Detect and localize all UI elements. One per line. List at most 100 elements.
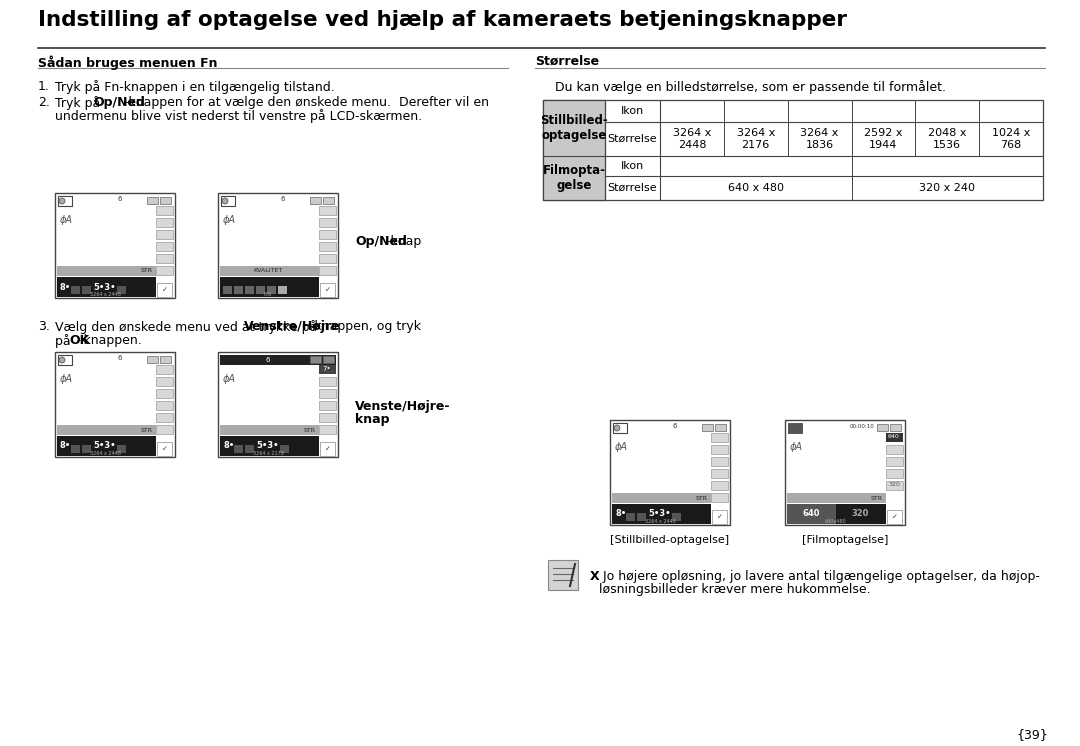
Bar xyxy=(245,286,254,294)
Bar xyxy=(220,277,319,297)
Bar xyxy=(785,420,905,525)
Text: 640 x 480: 640 x 480 xyxy=(728,183,784,193)
Text: 6: 6 xyxy=(118,355,122,361)
Text: Tryk på Fn-knappen i en tilgængelig tilstand.: Tryk på Fn-knappen i en tilgængelig tils… xyxy=(55,80,335,94)
Bar xyxy=(319,230,336,239)
Bar xyxy=(222,286,232,294)
Bar xyxy=(156,401,173,410)
Bar xyxy=(886,433,903,442)
Text: ϕA: ϕA xyxy=(222,215,237,225)
Circle shape xyxy=(615,425,620,431)
Bar xyxy=(319,218,336,227)
Bar xyxy=(787,504,886,524)
Bar xyxy=(543,100,605,200)
Text: 320: 320 xyxy=(888,483,900,487)
Bar xyxy=(57,277,156,297)
Text: STR: STR xyxy=(303,427,316,433)
Bar xyxy=(280,445,289,453)
Text: 1.: 1. xyxy=(38,80,50,93)
Text: Venstre/Højre: Venstre/Højre xyxy=(244,320,340,333)
Bar xyxy=(319,242,336,251)
Text: STR: STR xyxy=(870,495,883,501)
Bar xyxy=(156,218,173,227)
Bar xyxy=(156,389,173,398)
Bar xyxy=(58,355,72,365)
Text: OK: OK xyxy=(69,334,90,347)
Text: Op/Ned: Op/Ned xyxy=(94,96,146,109)
Text: Stillbilled-
optagelse: Stillbilled- optagelse xyxy=(540,114,608,142)
Bar xyxy=(156,413,173,422)
Text: KVALITET: KVALITET xyxy=(254,269,283,274)
Text: 640x480: 640x480 xyxy=(824,519,846,524)
Text: 3264 x 2448: 3264 x 2448 xyxy=(645,519,675,524)
Bar xyxy=(886,481,903,490)
Bar xyxy=(637,513,646,521)
Bar xyxy=(234,445,243,453)
Text: 2.: 2. xyxy=(38,96,50,109)
Bar xyxy=(55,352,175,457)
Bar xyxy=(672,513,681,521)
Text: ϕA: ϕA xyxy=(222,374,237,384)
Bar xyxy=(234,286,243,294)
Bar xyxy=(886,445,903,454)
Text: Størrelse: Størrelse xyxy=(535,55,599,68)
Bar xyxy=(886,469,903,478)
Bar xyxy=(278,286,287,294)
Bar xyxy=(256,286,265,294)
Bar xyxy=(57,436,156,456)
Bar xyxy=(117,445,126,453)
Bar xyxy=(711,433,728,442)
Text: Filmopta-
gelse: Filmopta- gelse xyxy=(542,164,606,192)
Text: 8•: 8• xyxy=(60,442,71,451)
Bar xyxy=(320,283,335,297)
Text: Sådan bruges menuen Fn: Sådan bruges menuen Fn xyxy=(38,55,217,69)
Bar xyxy=(55,193,175,298)
Text: 5•3•: 5•3• xyxy=(93,442,116,451)
Bar xyxy=(711,457,728,466)
Text: 8•: 8• xyxy=(615,510,626,518)
Bar xyxy=(323,197,334,204)
Bar xyxy=(711,481,728,490)
Bar xyxy=(711,493,728,502)
Text: {39}: {39} xyxy=(1016,728,1048,741)
Text: 640: 640 xyxy=(888,434,900,439)
Bar xyxy=(156,377,173,386)
Text: løsningsbilleder kræver mere hukommelse.: løsningsbilleder kræver mere hukommelse. xyxy=(599,583,870,596)
Bar xyxy=(218,193,338,298)
Bar xyxy=(319,377,336,386)
Bar xyxy=(788,423,802,433)
Circle shape xyxy=(59,357,65,363)
Text: -knap: -knap xyxy=(387,235,422,248)
Text: STR: STR xyxy=(141,269,153,274)
Bar xyxy=(267,286,276,294)
Bar xyxy=(626,513,635,521)
Text: 3264 x
2176: 3264 x 2176 xyxy=(737,128,775,150)
Bar xyxy=(156,365,173,374)
Bar xyxy=(278,286,287,294)
Text: 6: 6 xyxy=(266,357,270,363)
Bar xyxy=(715,424,726,431)
Bar xyxy=(57,425,156,435)
Text: 3264 x
2448: 3264 x 2448 xyxy=(673,128,711,150)
Bar xyxy=(156,230,173,239)
Bar xyxy=(711,445,728,454)
Text: Venste/Højre-: Venste/Højre- xyxy=(355,400,450,413)
Text: ✓: ✓ xyxy=(325,287,330,293)
Text: ✓: ✓ xyxy=(162,446,167,452)
Text: 3.: 3. xyxy=(38,320,50,333)
Text: 5•3•: 5•3• xyxy=(256,442,279,451)
Bar xyxy=(220,436,319,456)
Text: 640: 640 xyxy=(802,510,820,518)
Bar xyxy=(613,423,627,433)
Bar xyxy=(319,413,336,422)
Bar xyxy=(157,283,172,297)
Bar xyxy=(82,286,91,294)
Bar xyxy=(82,445,91,453)
Bar xyxy=(245,445,254,453)
Text: ϕA: ϕA xyxy=(789,442,804,452)
Text: ✓: ✓ xyxy=(162,287,167,293)
Text: ϕA: ϕA xyxy=(60,374,73,384)
Bar xyxy=(58,196,72,206)
Text: 3264 x 2448: 3264 x 2448 xyxy=(90,292,121,297)
Bar xyxy=(320,442,335,456)
